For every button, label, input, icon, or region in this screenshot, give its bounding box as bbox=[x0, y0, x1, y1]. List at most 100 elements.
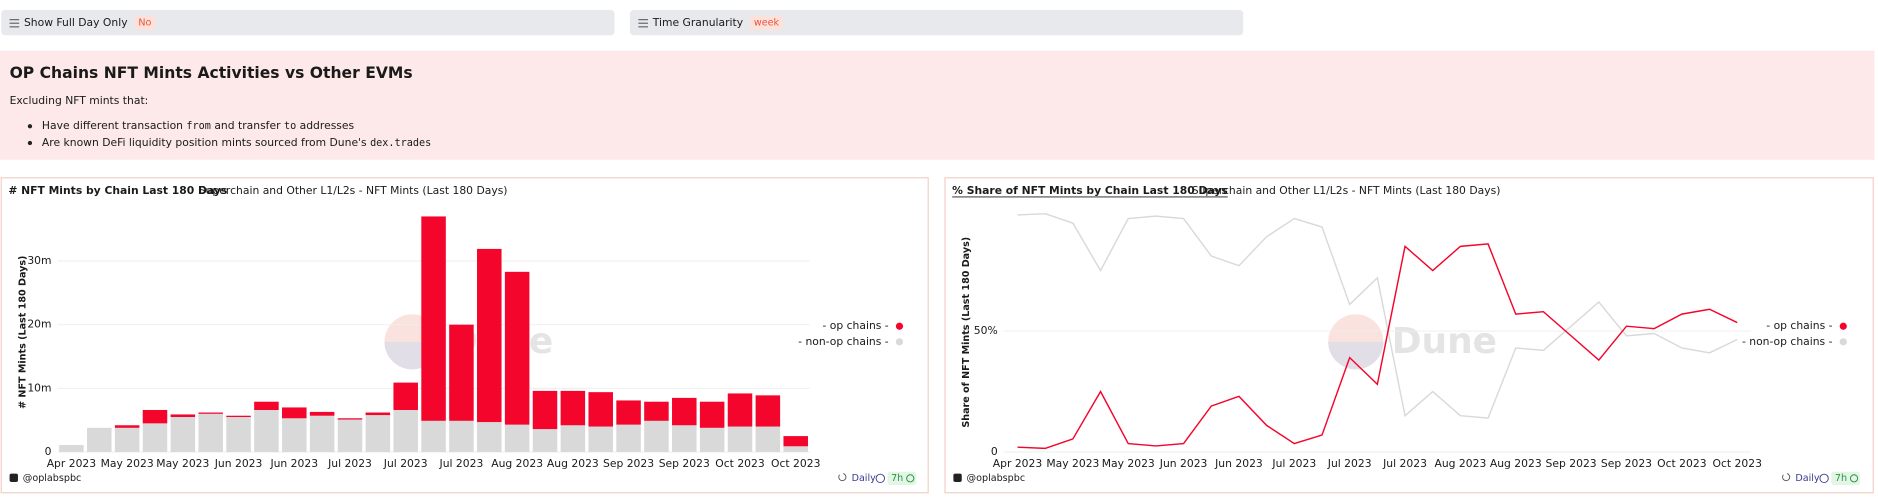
legend-marker bbox=[1839, 338, 1847, 346]
bar bbox=[532, 429, 558, 453]
filter-label: Time Granularity bbox=[652, 16, 744, 29]
bar bbox=[309, 411, 335, 416]
y-tick-label: 0 bbox=[991, 445, 998, 458]
author-icon bbox=[9, 473, 18, 482]
bar bbox=[477, 248, 502, 423]
bar bbox=[254, 409, 279, 453]
bar bbox=[142, 423, 168, 453]
bar bbox=[532, 390, 558, 430]
bar bbox=[114, 427, 140, 453]
x-tick-label: Sep 2023 bbox=[1546, 457, 1597, 470]
filter-badge bbox=[134, 15, 155, 30]
filter-box[interactable] bbox=[1, 10, 615, 36]
bullet-text: Are known DeFi liquidity position mints … bbox=[42, 136, 431, 149]
bar bbox=[309, 415, 335, 453]
filter-value[interactable]: No bbox=[138, 18, 151, 29]
x-tick-label: Jul 2023 bbox=[439, 457, 484, 470]
x-tick-label: May 2023 bbox=[1102, 457, 1155, 470]
author[interactable]: @oplabspbc bbox=[967, 473, 1026, 484]
bar bbox=[114, 425, 140, 428]
bar bbox=[783, 446, 808, 453]
x-tick-label: Jun 2023 bbox=[1214, 457, 1263, 470]
bullet-part: Have different transaction bbox=[42, 119, 186, 132]
x-tick-label: May 2023 bbox=[101, 457, 154, 470]
refresh-icon[interactable] bbox=[838, 473, 847, 482]
bar bbox=[672, 425, 697, 453]
bar bbox=[365, 412, 391, 416]
bar bbox=[421, 420, 446, 453]
bar bbox=[755, 395, 781, 427]
legend-label[interactable]: - non-op chains - bbox=[798, 335, 889, 348]
author[interactable]: @oplabspbc bbox=[23, 473, 82, 484]
x-tick-label: Aug 2023 bbox=[491, 457, 543, 470]
bar bbox=[616, 400, 641, 425]
x-tick-label: Jun 2023 bbox=[214, 457, 263, 470]
bullet bbox=[27, 124, 33, 129]
legend-marker bbox=[895, 338, 904, 346]
x-tick-label: Aug 2023 bbox=[1490, 457, 1542, 470]
bar bbox=[59, 445, 84, 453]
filter-box[interactable] bbox=[629, 10, 1244, 36]
x-tick-label: May 2023 bbox=[1046, 457, 1099, 470]
bullet-part: from bbox=[186, 121, 211, 132]
x-tick-label: May 2023 bbox=[156, 457, 209, 470]
bar bbox=[198, 413, 223, 453]
y-tick-label: 10m bbox=[27, 381, 51, 394]
panel-title: OP Chains NFT Mints Activities vs Other … bbox=[10, 64, 413, 82]
chart-title: % Share of NFT Mints by Chain Last 180 D… bbox=[952, 184, 1228, 197]
bar bbox=[198, 412, 223, 414]
refresh-icon[interactable] bbox=[1782, 473, 1791, 482]
legend-label[interactable]: - non-op chains - bbox=[1742, 335, 1833, 348]
line bbox=[1017, 243, 1738, 450]
y-tick-label: 30m bbox=[27, 254, 51, 267]
line bbox=[1017, 212, 1738, 419]
y-axis-title: Share of NFT Mints (Last 180 Days) bbox=[961, 237, 972, 428]
bullet-part: to bbox=[284, 121, 296, 132]
bar bbox=[588, 426, 613, 453]
bar bbox=[755, 426, 781, 453]
filter-label: Show Full Day Only bbox=[24, 16, 128, 29]
author-icon bbox=[953, 473, 962, 482]
bar bbox=[365, 415, 391, 453]
bar bbox=[644, 401, 669, 421]
bar bbox=[699, 401, 725, 428]
refresh-label[interactable]: Daily bbox=[1795, 473, 1820, 484]
x-tick-label: Oct 2023 bbox=[1712, 457, 1761, 470]
clock-icon bbox=[1819, 473, 1829, 484]
bar bbox=[699, 427, 725, 453]
bullet bbox=[27, 140, 33, 146]
bar bbox=[449, 324, 474, 421]
legend-label[interactable]: - op chains - bbox=[1766, 319, 1832, 332]
chart-subtitle: Superchain and Other L1/L2s - NFT Mints … bbox=[1192, 184, 1501, 197]
x-tick-label: Oct 2023 bbox=[771, 457, 820, 470]
x-tick-label: Oct 2023 bbox=[1657, 457, 1706, 470]
bullet-text: Have different transaction from and tran… bbox=[42, 119, 355, 132]
check-icon bbox=[1849, 474, 1859, 483]
bar bbox=[170, 414, 196, 417]
x-tick-label: Jun 2023 bbox=[269, 457, 318, 470]
x-tick-label: Jul 2023 bbox=[327, 457, 372, 470]
bar bbox=[226, 415, 251, 417]
bar bbox=[393, 382, 418, 410]
bar bbox=[449, 420, 474, 453]
bar bbox=[644, 420, 669, 453]
x-tick-label: Aug 2023 bbox=[1434, 457, 1486, 470]
refresh-label[interactable]: Daily bbox=[852, 473, 877, 484]
bar bbox=[616, 424, 641, 453]
chart-subtitle: Superchain and Other L1/L2s - NFT Mints … bbox=[199, 184, 508, 197]
bar bbox=[560, 425, 586, 453]
panel-intro: Excluding NFT mints that: bbox=[10, 94, 149, 107]
clock-icon bbox=[875, 473, 885, 484]
bar bbox=[783, 436, 808, 447]
chart-title: # NFT Mints by Chain Last 180 Days bbox=[8, 184, 227, 197]
bar bbox=[504, 424, 530, 453]
x-tick-label: Jul 2023 bbox=[1382, 457, 1427, 470]
legend-label[interactable]: - op chains - bbox=[822, 319, 888, 332]
x-tick-label: Jun 2023 bbox=[1159, 457, 1208, 470]
bar bbox=[672, 397, 697, 426]
x-tick-label: Jul 2023 bbox=[383, 457, 428, 470]
y-axis-title: # NFT Mints (Last 180 Days) bbox=[17, 256, 28, 409]
bar bbox=[142, 409, 168, 424]
filter-value[interactable]: week bbox=[754, 18, 780, 29]
